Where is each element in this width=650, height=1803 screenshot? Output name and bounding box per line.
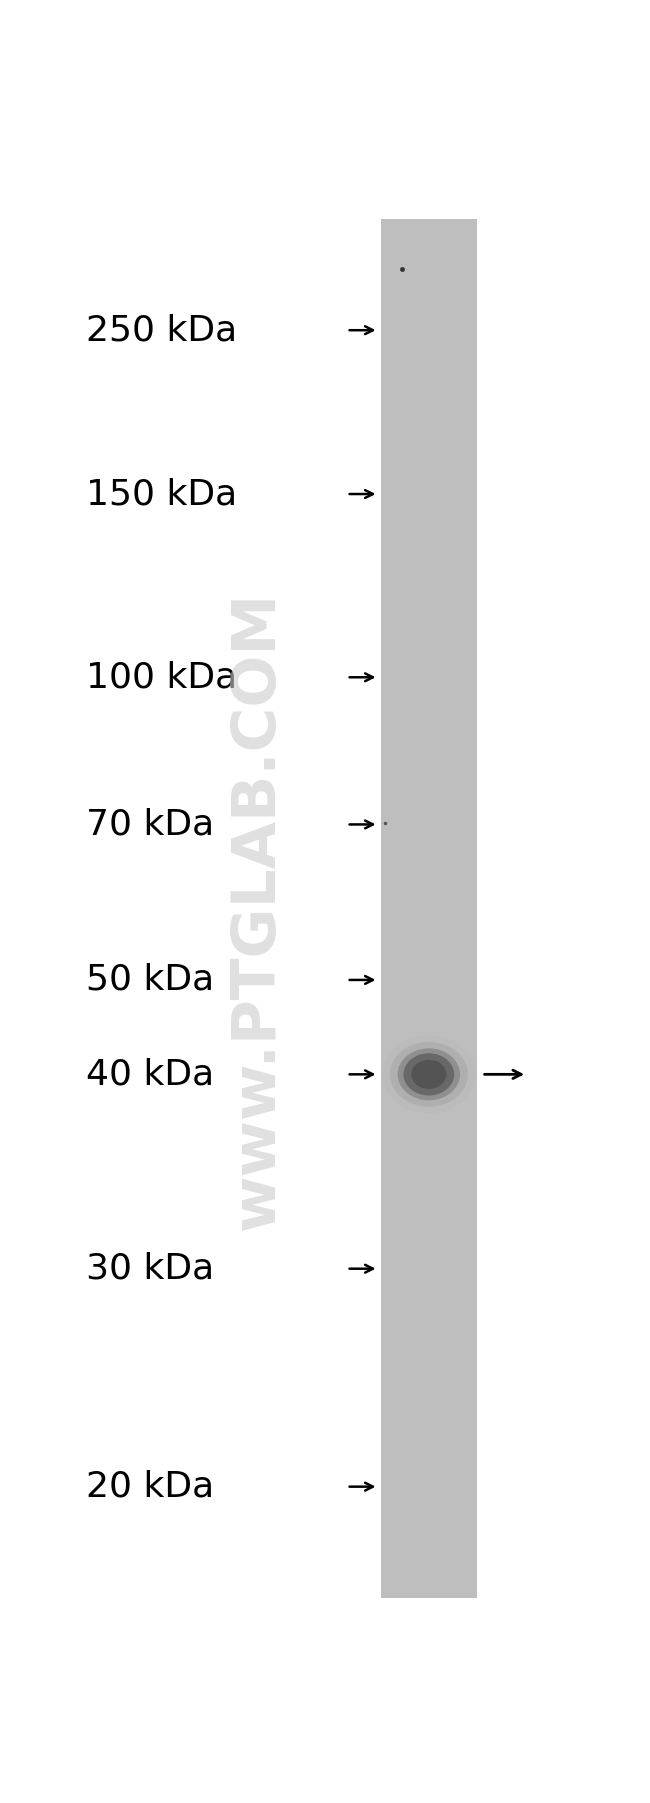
Ellipse shape — [382, 1035, 476, 1112]
Ellipse shape — [404, 1053, 454, 1096]
Text: 250 kDa: 250 kDa — [86, 314, 237, 348]
Text: 50 kDa: 50 kDa — [86, 963, 214, 997]
Text: 20 kDa: 20 kDa — [86, 1469, 214, 1504]
Text: 40 kDa: 40 kDa — [86, 1057, 214, 1091]
Ellipse shape — [398, 1048, 460, 1100]
Ellipse shape — [411, 1060, 447, 1089]
Text: 100 kDa: 100 kDa — [86, 660, 237, 694]
Ellipse shape — [390, 1042, 468, 1107]
Text: 150 kDa: 150 kDa — [86, 478, 237, 510]
Text: www.PTGLAB.COM: www.PTGLAB.COM — [228, 591, 287, 1230]
Bar — [381, 220, 476, 1597]
Text: 70 kDa: 70 kDa — [86, 808, 214, 842]
Text: 30 kDa: 30 kDa — [86, 1251, 214, 1286]
